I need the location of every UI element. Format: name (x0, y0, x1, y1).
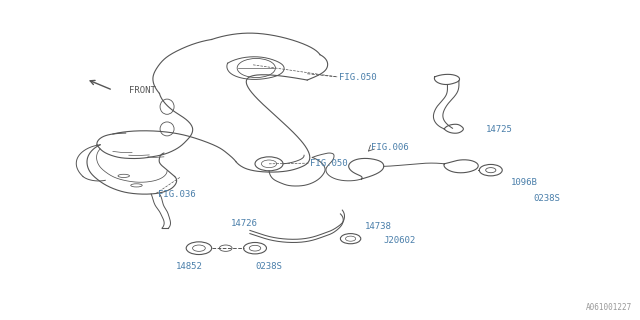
Text: FRONT: FRONT (129, 86, 156, 95)
Text: 0238S: 0238S (255, 262, 282, 271)
Text: A061001227: A061001227 (586, 303, 632, 312)
Text: 14725: 14725 (486, 125, 513, 134)
Text: FIG.050: FIG.050 (310, 159, 348, 168)
Text: FIG.036: FIG.036 (157, 190, 195, 199)
Text: 14738: 14738 (365, 222, 392, 231)
Text: 0238S: 0238S (534, 194, 561, 203)
Text: 14726: 14726 (231, 219, 258, 228)
Text: 14852: 14852 (176, 262, 203, 271)
Text: FIG.050: FIG.050 (339, 73, 377, 82)
Text: FIG.006: FIG.006 (371, 143, 408, 152)
Text: J20602: J20602 (384, 236, 416, 245)
Text: 1096B: 1096B (511, 178, 538, 187)
